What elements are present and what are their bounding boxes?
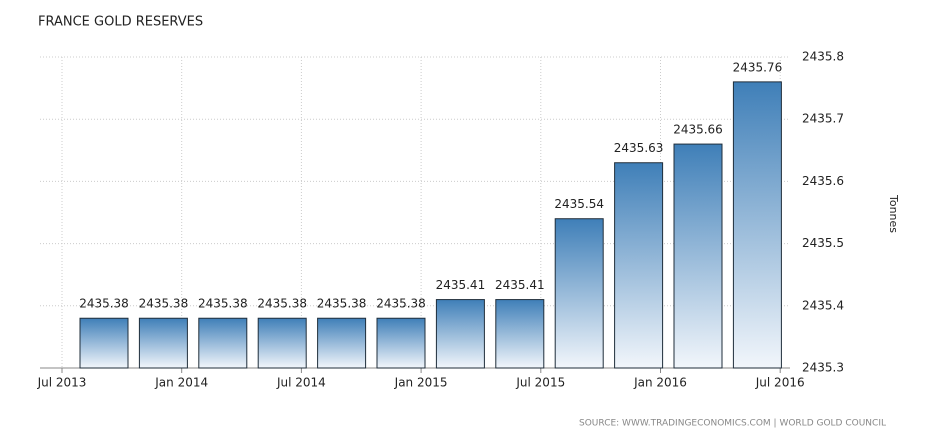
value-label: 2435.76 bbox=[733, 60, 783, 74]
value-label: 2435.38 bbox=[376, 297, 426, 311]
y-tick-label: 2435.5 bbox=[802, 236, 844, 250]
value-label: 2435.38 bbox=[257, 297, 307, 311]
value-label: 2435.41 bbox=[495, 278, 545, 292]
chart-title: FRANCE GOLD RESERVES bbox=[38, 15, 203, 30]
y-tick-label: 2435.6 bbox=[802, 174, 844, 188]
value-label: 2435.38 bbox=[198, 297, 248, 311]
x-tick-label: Jul 2013 bbox=[37, 376, 87, 390]
y-axis-label: Tonnes bbox=[887, 194, 900, 233]
x-tick-label: Jul 2016 bbox=[755, 376, 805, 390]
value-label: 2435.38 bbox=[317, 297, 367, 311]
value-label: 2435.66 bbox=[673, 123, 723, 137]
y-tick-label: 2435.4 bbox=[802, 298, 844, 312]
x-tick-label: Jan 2016 bbox=[633, 376, 687, 390]
y-tick-label: 2435.7 bbox=[802, 112, 844, 126]
bar bbox=[138, 317, 188, 369]
value-label: 2435.38 bbox=[139, 297, 189, 311]
bar bbox=[732, 81, 782, 369]
bar bbox=[376, 317, 426, 369]
bar bbox=[673, 143, 723, 369]
bar bbox=[435, 299, 485, 369]
x-tick-label: Jan 2015 bbox=[394, 376, 448, 390]
source: SOURCE: WWW.TRADINGECONOMICS.COM | WORLD… bbox=[579, 419, 886, 429]
x-tick-label: Jul 2014 bbox=[276, 376, 326, 390]
y-tick-label: 2435.8 bbox=[802, 50, 844, 64]
y-tick-label: 2435.3 bbox=[802, 361, 844, 375]
x-tick-label: Jan 2014 bbox=[154, 376, 208, 390]
bar bbox=[79, 317, 129, 369]
bar bbox=[317, 317, 367, 369]
bar bbox=[495, 299, 545, 369]
bar bbox=[554, 218, 604, 369]
value-label: 2435.41 bbox=[436, 278, 486, 292]
bar bbox=[198, 317, 248, 369]
bar bbox=[257, 317, 307, 369]
value-label: 2435.63 bbox=[614, 141, 664, 155]
bar bbox=[614, 162, 664, 369]
value-label: 2435.38 bbox=[79, 297, 129, 311]
x-tick-label: Jul 2015 bbox=[515, 376, 565, 390]
value-label: 2435.54 bbox=[554, 197, 604, 211]
